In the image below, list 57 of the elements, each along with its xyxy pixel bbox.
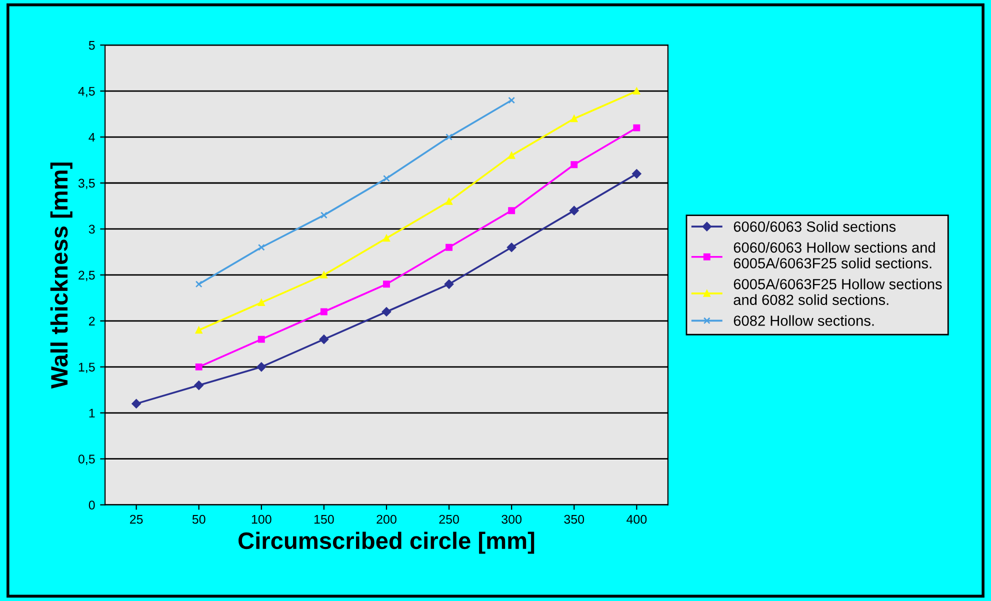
point: [508, 96, 516, 104]
y-tick-label: 1,5: [78, 362, 95, 374]
point: [446, 198, 453, 205]
point: [633, 124, 640, 132]
point: [195, 326, 202, 334]
point: [256, 362, 266, 372]
point: [195, 280, 202, 288]
point: [319, 334, 329, 344]
point: [194, 380, 204, 390]
point: [632, 169, 642, 178]
point: [508, 207, 516, 214]
point: [258, 299, 265, 306]
point: [446, 134, 453, 140]
x-tick-label: 250: [439, 514, 459, 524]
point: [383, 280, 390, 288]
legend-label: 6060/6063 Hollow sections and 6005A/6063F25 solid sections.: [734, 242, 935, 268]
y-tick-label: 0: [88, 500, 95, 510]
point: [320, 271, 328, 278]
point: [195, 363, 202, 370]
point: [258, 244, 265, 251]
y-tick-label: 1: [89, 408, 95, 418]
x-tick-label: 200: [376, 514, 396, 524]
x-tick-label: 100: [252, 514, 272, 524]
point: [508, 152, 516, 159]
point: [569, 206, 579, 216]
x-tick-label: 350: [564, 514, 584, 524]
y-tick-label: 3,5: [78, 178, 95, 190]
x-tick-label: 50: [192, 514, 206, 524]
point: [383, 174, 390, 182]
x-tick-label: 25: [130, 514, 143, 524]
point: [570, 115, 578, 122]
y-tick-label: 2: [89, 316, 95, 326]
x-tick-label: 400: [626, 514, 647, 524]
point: [506, 242, 516, 252]
y-tick-label: 2,5: [78, 270, 95, 282]
legend-label: 6082 Hollow sections.: [734, 315, 874, 326]
point: [258, 336, 265, 343]
point: [132, 399, 141, 408]
point: [446, 244, 453, 251]
legend-label: 6060/6063 Solid sections: [734, 221, 896, 232]
y-axis-title: Wall thickness [mm]: [50, 162, 72, 389]
y-tick-label: 5: [88, 41, 95, 50]
point: [320, 308, 328, 316]
y-tick-label: 0,5: [78, 454, 95, 465]
point: [383, 234, 390, 242]
y-tick-label: 4,5: [78, 86, 95, 98]
y-tick-label: 4: [88, 132, 95, 142]
legend-label: 6005A/6063F25 Hollow sections and 6082 solid sections.: [734, 278, 942, 306]
x-tick-label: 150: [314, 514, 334, 524]
point: [320, 212, 328, 219]
point: [382, 307, 392, 316]
x-tick-label: 300: [502, 514, 522, 524]
point: [444, 280, 454, 289]
x-axis-title: Circumscribed circle [mm]: [238, 532, 534, 554]
point: [570, 161, 578, 168]
point: [633, 88, 640, 95]
y-tick-label: 3: [88, 224, 95, 234]
